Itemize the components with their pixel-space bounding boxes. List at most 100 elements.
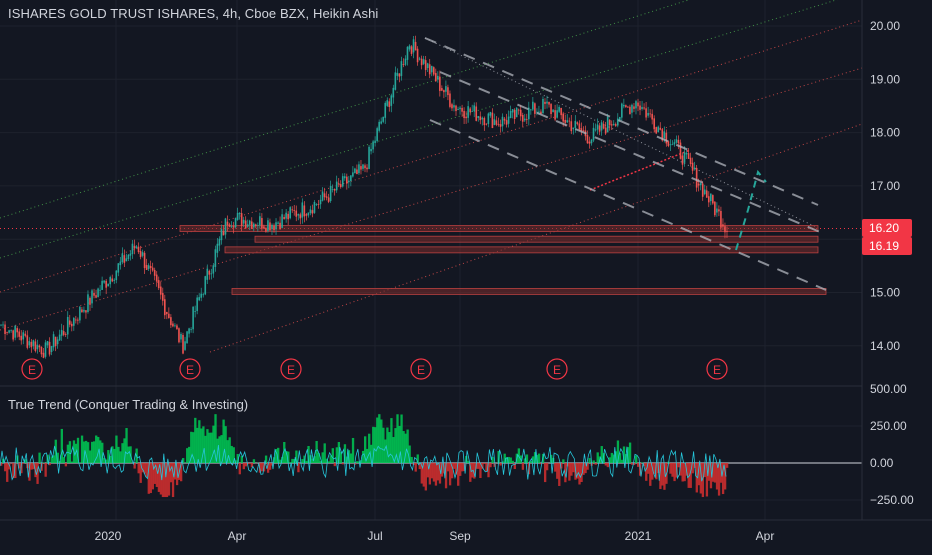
earnings-marker[interactable]: E (411, 359, 431, 379)
candle-body (316, 204, 318, 205)
candle-body (488, 114, 490, 124)
histogram-bar (510, 457, 512, 463)
candle-body (597, 125, 599, 130)
candle-body (560, 108, 562, 115)
candle-body (568, 121, 570, 122)
histogram-bar (447, 463, 449, 471)
candle-body (651, 114, 653, 120)
candle-body (221, 229, 223, 240)
candle-body (225, 218, 227, 234)
candle-body (326, 196, 328, 197)
histogram-bar (677, 463, 679, 467)
symbol-title[interactable]: ISHARES GOLD TRUST ISHARES, 4h, Cboe BZX… (8, 6, 378, 21)
candle-body (635, 101, 637, 108)
earnings-marker[interactable]: E (281, 359, 301, 379)
earnings-marker-label: E (186, 363, 194, 377)
candle-body (247, 224, 249, 226)
candle-body (558, 107, 560, 112)
candle-body (71, 324, 73, 326)
candle-body (37, 345, 39, 349)
candle-body (605, 128, 607, 134)
candle-body (611, 124, 613, 125)
indicator-tick-label: 0.00 (870, 456, 894, 470)
histogram-bar (119, 451, 121, 463)
candle-body (366, 168, 368, 170)
candle-body (87, 294, 89, 312)
candle-body (678, 140, 680, 143)
candle-body (647, 113, 649, 116)
candle-body (302, 202, 304, 217)
candle-body (467, 106, 469, 118)
candle-body (91, 290, 93, 303)
candle-body (415, 42, 417, 51)
candle-body (496, 120, 498, 124)
current-price-tag[interactable]: 16.20 (862, 219, 912, 237)
histogram-bar (726, 463, 728, 468)
candle-body (720, 211, 722, 228)
histogram-bar (89, 451, 91, 463)
candle-body (690, 158, 692, 164)
candle-body (213, 265, 215, 273)
candle-body (613, 124, 615, 125)
candle-body (670, 144, 672, 145)
earnings-marker[interactable]: E (180, 359, 200, 379)
price-tick-label: 14.00 (870, 339, 900, 353)
earnings-marker[interactable]: E (707, 359, 727, 379)
histogram-bar (362, 451, 364, 463)
channel-dashed-line (440, 72, 820, 232)
candle-body (158, 280, 160, 288)
candle-body (688, 153, 690, 159)
earnings-marker-label: E (28, 363, 36, 377)
candle-body (24, 334, 26, 336)
histogram-bar (352, 438, 354, 463)
current-price-tag[interactable]: 16.19 (862, 237, 912, 255)
histogram-bar (512, 461, 514, 463)
histogram-bar (382, 428, 384, 463)
candle-body (59, 335, 61, 341)
candle-body (512, 109, 514, 112)
candle-body (655, 127, 657, 133)
candle-body (95, 295, 97, 298)
histogram-bar (138, 463, 140, 473)
candle-body (142, 252, 144, 256)
candle-body (514, 110, 516, 119)
candle-body (164, 299, 166, 315)
candle-body (253, 224, 255, 228)
price-tag-label: 16.20 (869, 221, 899, 235)
candle-body (445, 86, 447, 92)
earnings-marker[interactable]: E (22, 359, 42, 379)
candle-body (105, 281, 107, 288)
histogram-bar (368, 434, 370, 463)
candle-body (85, 310, 87, 312)
candle-body (554, 110, 556, 119)
candle-body (51, 346, 53, 352)
histogram-bar (538, 454, 540, 463)
indicator-title[interactable]: True Trend (Conquer Trading & Investing) (8, 397, 248, 412)
candle-body (73, 318, 75, 326)
histogram-bar (673, 463, 675, 481)
histogram-bar (376, 418, 378, 463)
candle-body (502, 117, 504, 127)
candle-body (475, 107, 477, 121)
candle-body (465, 117, 467, 119)
histogram-bar (127, 447, 129, 463)
histogram-bar (380, 420, 382, 463)
candle-body (435, 73, 437, 81)
histogram-bar (117, 447, 119, 463)
histogram-bar (415, 463, 417, 472)
histogram-bar (384, 439, 386, 463)
earnings-marker[interactable]: E (547, 359, 567, 379)
price-tick-label: 19.00 (870, 72, 900, 86)
candle-body (522, 115, 524, 122)
candle-body (583, 130, 585, 131)
candle-body (14, 326, 16, 338)
candle-body (211, 273, 213, 274)
indicator-tick-label: 250.00 (870, 419, 907, 433)
histogram-bar (459, 463, 461, 476)
price-axis[interactable]: 20.0019.0018.0017.0015.0014.0016.2016.19… (862, 0, 932, 550)
candle-body (235, 218, 237, 227)
candle-body (645, 108, 647, 117)
